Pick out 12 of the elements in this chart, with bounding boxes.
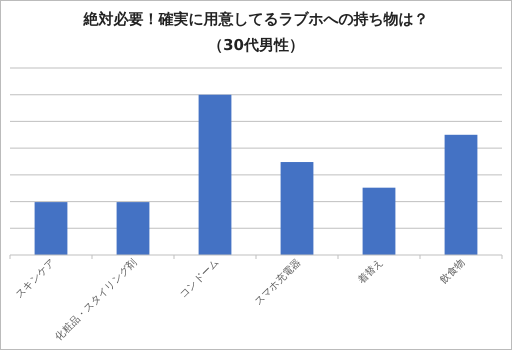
bar <box>34 202 68 255</box>
x-tick-label: コンドーム <box>178 257 222 300</box>
x-tick-label: 飲食物 <box>437 256 468 286</box>
bar <box>444 134 478 255</box>
bar <box>280 162 314 255</box>
bar <box>362 188 396 255</box>
bar <box>116 202 150 255</box>
x-tick-label: スマホ充電器 <box>252 256 304 308</box>
chart-subtitle: （30代男性） <box>208 36 304 54</box>
x-tick-label: 着替え <box>355 256 386 286</box>
chart-title: 絶対必要！確実に用意してるラブホへの持ち物は？ <box>82 10 428 28</box>
bar <box>198 94 232 255</box>
